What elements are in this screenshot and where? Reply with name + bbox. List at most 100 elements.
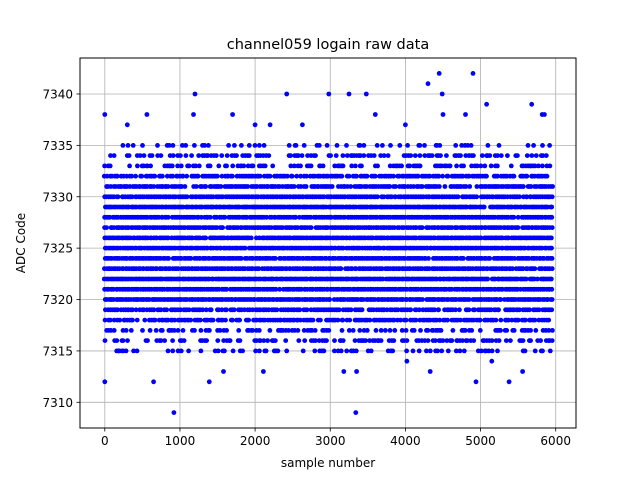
data-point (460, 338, 465, 343)
data-point (398, 317, 403, 323)
data-point (303, 184, 309, 189)
data-point (348, 307, 354, 313)
data-point (372, 173, 378, 179)
data-point (227, 338, 233, 343)
data-point (544, 173, 550, 179)
data-point (416, 348, 422, 354)
data-point (261, 338, 267, 343)
data-point (107, 317, 113, 323)
data-point (179, 184, 185, 189)
data-point (111, 328, 117, 333)
data-point (166, 143, 172, 148)
data-point (170, 173, 176, 179)
data-point (316, 143, 322, 148)
data-point (178, 348, 184, 354)
data-point (468, 143, 474, 148)
data-point (164, 173, 170, 179)
data-point (547, 143, 552, 148)
data-point (494, 297, 500, 302)
data-point (261, 143, 267, 148)
data-point (498, 328, 503, 333)
data-point (288, 153, 293, 159)
outlier-point (473, 379, 479, 385)
data-point (511, 173, 517, 179)
data-point (517, 194, 522, 200)
outlier-point (221, 369, 226, 374)
data-point (131, 348, 137, 354)
data-point (417, 153, 423, 159)
data-point (524, 153, 530, 159)
data-point (506, 235, 511, 241)
outlier-point (440, 112, 446, 117)
outlier-point (192, 91, 198, 97)
outlier-point (427, 369, 433, 374)
data-point (188, 317, 194, 323)
data-point (182, 184, 188, 189)
data-point (550, 328, 555, 333)
data-point (445, 173, 451, 179)
data-point (338, 266, 344, 272)
data-point (511, 214, 517, 220)
data-point (283, 338, 289, 343)
data-point (474, 194, 480, 200)
data-point (432, 338, 438, 343)
outlier-point (463, 112, 468, 117)
data-point (328, 153, 333, 159)
data-point (159, 328, 165, 333)
data-point (170, 348, 176, 354)
data-point (415, 173, 421, 179)
data-point (246, 317, 252, 323)
data-point (139, 173, 145, 179)
data-point (495, 348, 500, 354)
data-point (547, 348, 553, 354)
data-point (419, 225, 425, 231)
outlier-point (144, 112, 150, 117)
data-point (130, 143, 136, 148)
data-point (540, 348, 545, 354)
data-point (140, 143, 145, 148)
data-point (457, 348, 463, 354)
data-point (141, 153, 147, 159)
data-point (158, 307, 164, 313)
data-point (458, 153, 463, 159)
data-point (222, 214, 228, 220)
data-point (381, 153, 387, 159)
data-point (445, 348, 451, 354)
data-point (220, 225, 226, 231)
data-point (256, 266, 262, 272)
data-point (324, 338, 329, 343)
data-point (436, 184, 442, 189)
data-point (123, 348, 129, 354)
data-point (419, 184, 425, 189)
data-point (162, 338, 168, 343)
data-point (447, 163, 453, 169)
data-point (304, 173, 309, 179)
data-point (375, 194, 380, 200)
data-point (250, 163, 256, 169)
data-point (340, 245, 346, 251)
data-point (284, 348, 290, 354)
data-point (224, 328, 230, 333)
data-point (129, 173, 135, 179)
data-point (252, 143, 258, 148)
data-point (531, 143, 536, 148)
data-point (459, 143, 465, 148)
outlier-point (436, 71, 442, 76)
data-point (352, 338, 358, 343)
data-point (450, 328, 456, 333)
data-point (133, 173, 139, 179)
data-point (547, 163, 553, 169)
data-point (266, 153, 272, 159)
data-point (523, 317, 528, 323)
data-point (111, 153, 117, 159)
data-point (340, 317, 346, 323)
data-point (257, 143, 262, 148)
data-point (223, 317, 228, 323)
data-point (181, 338, 187, 343)
data-point (102, 317, 108, 323)
data-point (395, 307, 401, 313)
data-point (543, 153, 549, 159)
x-tick-label: 5000 (465, 434, 496, 448)
data-point (186, 348, 192, 354)
outlier-point (353, 410, 359, 415)
